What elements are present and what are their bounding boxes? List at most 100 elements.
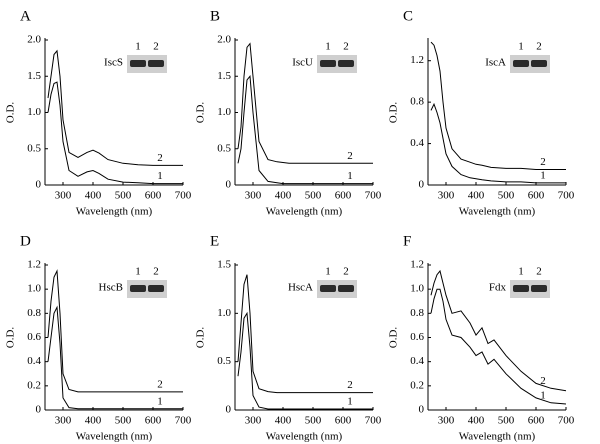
gel-band: [338, 285, 354, 292]
panel-label: B: [210, 8, 220, 24]
x-tick-label: 300: [245, 415, 262, 427]
y-tick-label: 0.8: [27, 307, 41, 319]
lane-label: 1: [325, 266, 331, 278]
inset-label: HscA: [288, 282, 313, 294]
inset-label: IscA: [485, 57, 506, 69]
y-tick-label: 0: [419, 179, 425, 191]
y-tick-label: 0.2: [27, 379, 41, 391]
y-tick-label: 2.0: [217, 34, 231, 46]
y-tick-label: 0.4: [27, 355, 41, 367]
y-tick-label: 0: [36, 179, 42, 191]
x-tick-label: 700: [558, 415, 575, 427]
curve-label: 2: [540, 375, 546, 387]
gel-inset: [317, 280, 357, 298]
y-tick-label: 0.5: [217, 142, 231, 154]
spectrum-line: [237, 311, 373, 410]
gel-band: [148, 285, 164, 292]
x-tick-label: 700: [175, 415, 192, 427]
y-tick-label: 1.5: [217, 70, 231, 82]
gel-band: [130, 60, 146, 67]
y-tick-label: 1.5: [27, 70, 41, 82]
x-tick-label: 600: [145, 190, 162, 202]
y-tick-label: 0.6: [27, 331, 41, 343]
y-tick-label: 0: [419, 404, 425, 416]
curve-label: 1: [540, 169, 546, 181]
x-tick-label: 400: [468, 190, 485, 202]
lane-label: 1: [518, 266, 524, 278]
gel-band: [338, 60, 354, 67]
y-tick-label: 2.0: [27, 34, 41, 46]
x-tick-label: 600: [145, 415, 162, 427]
x-tick-label: 400: [468, 415, 485, 427]
y-axis-label: O.D.: [5, 327, 17, 349]
gel-inset: [317, 55, 357, 73]
x-tick-label: 700: [175, 190, 192, 202]
lane-label: 2: [536, 266, 542, 278]
lane-label: 2: [153, 41, 159, 53]
x-axis-label: Wavelength (nm): [76, 206, 153, 218]
x-axis-label: Wavelength (nm): [459, 206, 536, 218]
x-tick-label: 700: [558, 190, 575, 202]
gel-band: [513, 285, 529, 292]
curve-label: 1: [347, 170, 353, 182]
x-tick-label: 500: [498, 415, 515, 427]
y-tick-label: 0.8: [410, 307, 424, 319]
y-tick-label: 1.5: [217, 259, 231, 271]
gel-inset: [510, 280, 550, 298]
x-tick-label: 400: [85, 190, 102, 202]
y-tick-label: 1.0: [27, 283, 41, 295]
x-tick-label: 300: [55, 190, 72, 202]
y-tick-label: 1.0: [217, 307, 231, 319]
inset-label: IscS: [104, 57, 123, 69]
y-axis-label: O.D.: [5, 102, 17, 124]
curve-label: 1: [157, 170, 163, 182]
y-tick-label: 1.2: [410, 54, 424, 66]
y-tick-label: 0.4: [410, 355, 424, 367]
lane-label: 2: [536, 41, 542, 53]
x-axis-label: Wavelength (nm): [76, 431, 153, 443]
x-tick-label: 300: [438, 415, 455, 427]
lane-label: 2: [153, 266, 159, 278]
curve-label: 1: [157, 395, 163, 407]
x-tick-label: 300: [55, 415, 72, 427]
y-tick-label: 1.0: [410, 283, 424, 295]
curve-label: 2: [157, 378, 163, 390]
y-tick-label: 1.0: [217, 106, 231, 118]
x-axis-label: Wavelength (nm): [459, 431, 536, 443]
gel-inset: [127, 280, 167, 298]
gel-inset: [510, 55, 550, 73]
inset-label: IscU: [292, 57, 313, 69]
curve-label: 2: [157, 152, 163, 164]
x-tick-label: 500: [498, 190, 515, 202]
y-tick-label: 0: [226, 179, 232, 191]
y-tick-label: 1.2: [410, 259, 424, 271]
spectrum-line: [47, 269, 183, 393]
spectrum-line: [47, 81, 183, 185]
y-tick-label: 1.2: [27, 259, 41, 271]
spectrum-line: [430, 102, 566, 184]
x-tick-label: 400: [85, 415, 102, 427]
gel-band: [513, 60, 529, 67]
x-axis-label: Wavelength (nm): [266, 206, 343, 218]
x-axis-label: Wavelength (nm): [266, 431, 343, 443]
y-tick-label: 0.2: [410, 379, 424, 391]
x-tick-label: 700: [365, 190, 382, 202]
gel-band: [531, 285, 547, 292]
x-tick-label: 300: [438, 190, 455, 202]
y-tick-label: 0.5: [27, 142, 41, 154]
y-tick-label: 0.5: [217, 355, 231, 367]
x-tick-label: 600: [335, 415, 352, 427]
x-tick-label: 600: [528, 190, 545, 202]
y-tick-label: 0: [226, 404, 232, 416]
panel-label: F: [403, 233, 411, 249]
lane-label: 1: [135, 41, 141, 53]
lane-label: 2: [343, 266, 349, 278]
y-tick-label: 1.0: [27, 106, 41, 118]
y-axis-label: O.D.: [388, 327, 400, 349]
spectrum-line: [237, 42, 373, 164]
y-tick-label: 0.4: [410, 137, 424, 149]
panel-label: A: [20, 8, 31, 24]
panel-label: D: [20, 233, 31, 249]
